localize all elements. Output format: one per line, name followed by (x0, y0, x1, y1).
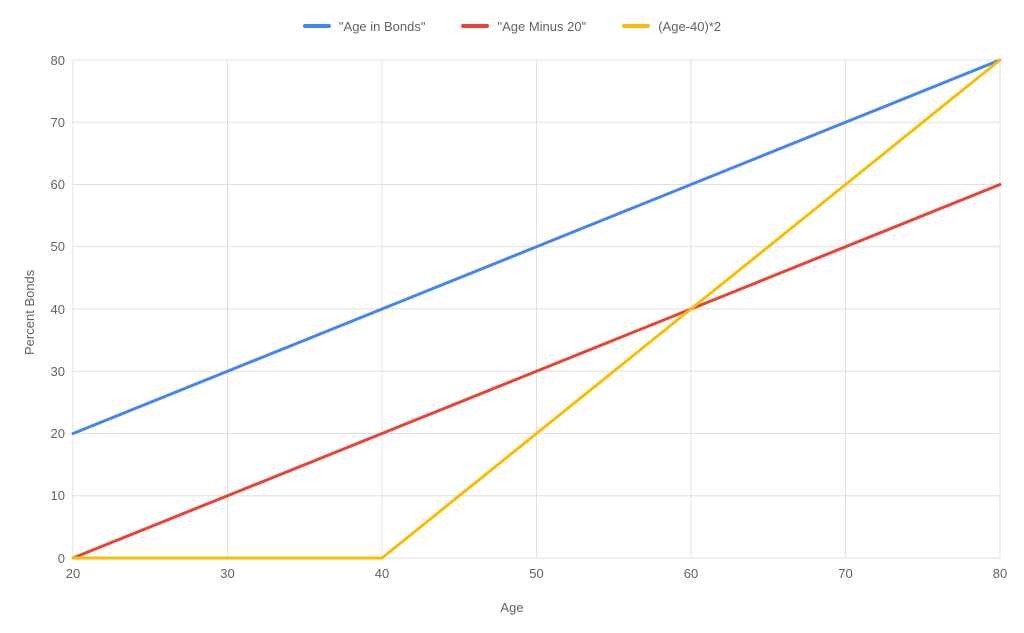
x-tick-label: 80 (993, 566, 1007, 581)
y-tick-label: 10 (33, 488, 65, 503)
y-tick-label: 40 (33, 302, 65, 317)
chart-container: "Age in Bonds""Age Minus 20"(Age-40)*2 P… (0, 0, 1024, 633)
y-tick-label: 30 (33, 364, 65, 379)
x-tick-label: 50 (529, 566, 543, 581)
y-tick-label: 0 (33, 551, 65, 566)
y-tick-label: 70 (33, 115, 65, 130)
y-tick-label: 50 (33, 239, 65, 254)
y-tick-label: 80 (33, 53, 65, 68)
x-tick-label: 70 (838, 566, 852, 581)
y-tick-label: 20 (33, 426, 65, 441)
x-tick-label: 30 (220, 566, 234, 581)
x-tick-label: 60 (684, 566, 698, 581)
x-tick-label: 20 (66, 566, 80, 581)
chart-plot (0, 0, 1024, 633)
y-tick-label: 60 (33, 177, 65, 192)
x-tick-label: 40 (375, 566, 389, 581)
